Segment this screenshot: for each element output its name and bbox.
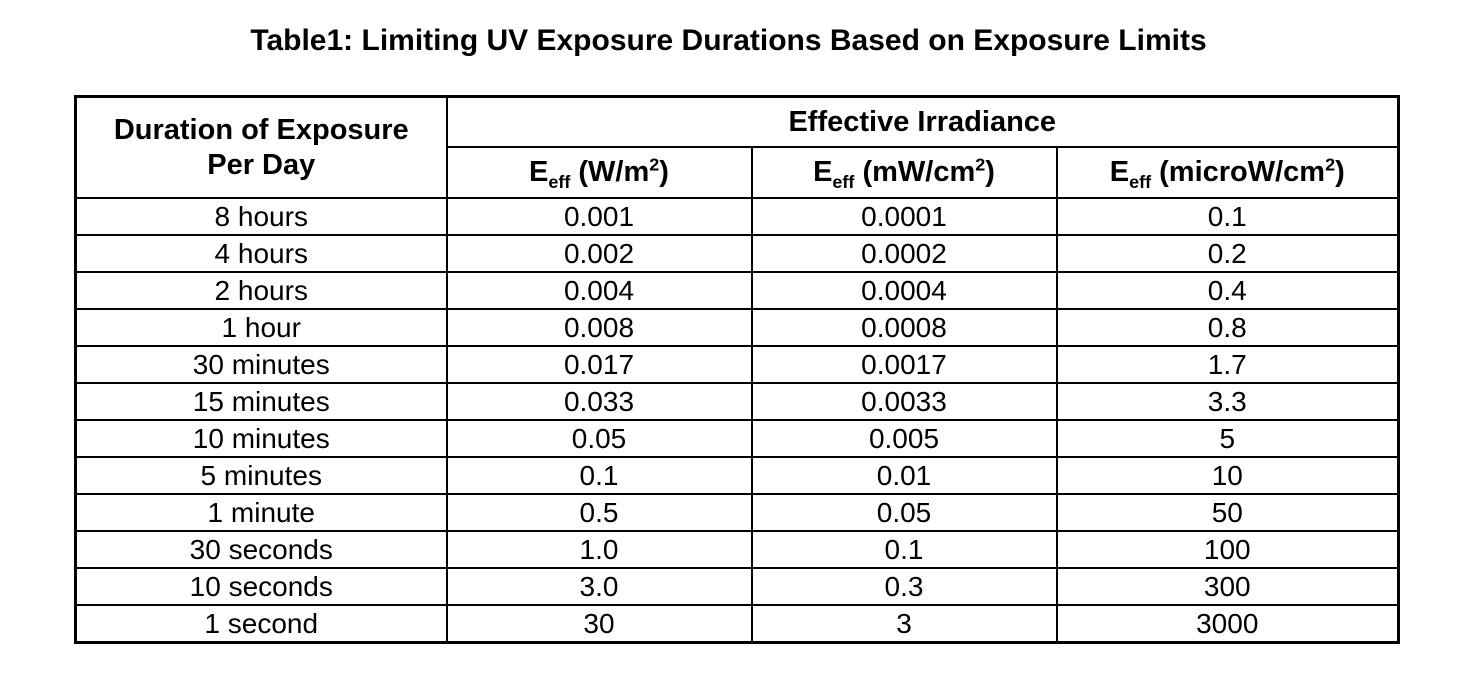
mw-cm2-cell: 0.0002 bbox=[750, 234, 1058, 273]
w-m2-cell: 0.002 bbox=[445, 234, 753, 273]
duration-header-line2: Per Day bbox=[207, 148, 316, 181]
w-m2-cell: 0.5 bbox=[445, 493, 753, 532]
w-m2-cell: 0.001 bbox=[445, 197, 753, 236]
table-row: 1 minute 0.5 0.05 50 bbox=[74, 493, 1400, 532]
table-row: 8 hours 0.001 0.0001 0.1 bbox=[74, 197, 1400, 236]
effective-irradiance-header-cell: Effective Irradiance bbox=[445, 95, 1400, 148]
duration-cell: 30 minutes bbox=[74, 345, 448, 384]
microw-cm2-cell: 0.1 bbox=[1055, 197, 1400, 236]
mw-cm2-cell: 0.1 bbox=[750, 530, 1058, 569]
page-title: Table1: Limiting UV Exposure Durations B… bbox=[250, 24, 1207, 57]
duration-cell: 10 minutes bbox=[74, 419, 448, 458]
table-row: 1 second 30 3 3000 bbox=[74, 604, 1400, 644]
table-row: 15 minutes 0.033 0.0033 3.3 bbox=[74, 382, 1400, 421]
table-header-row-2: Eeff (W/m2) Eeff (mW/cm2) Eeff (microW/c… bbox=[76, 146, 1400, 199]
duration-cell: 15 minutes bbox=[74, 382, 448, 421]
duration-cell: 4 hours bbox=[74, 234, 448, 273]
uv-exposure-limits-table: Duration of Exposure Per Day Effective I… bbox=[74, 95, 1401, 644]
duration-cell: 1 second bbox=[74, 604, 448, 644]
unit-header-microw-cm2: Eeff (microW/cm2) bbox=[1055, 146, 1400, 199]
mw-cm2-cell: 0.0001 bbox=[750, 197, 1058, 236]
duration-header-line1: Duration of Exposure bbox=[113, 113, 409, 146]
w-m2-cell: 0.004 bbox=[445, 271, 753, 310]
mw-cm2-cell: 0.0017 bbox=[750, 345, 1058, 384]
microw-cm2-cell: 0.2 bbox=[1055, 234, 1400, 273]
duration-cell: 1 hour bbox=[74, 308, 448, 347]
duration-cell: 5 minutes bbox=[74, 456, 448, 495]
mw-cm2-cell: 0.3 bbox=[750, 567, 1058, 606]
w-m2-cell: 3.0 bbox=[445, 567, 753, 606]
microw-cm2-cell: 3.3 bbox=[1055, 382, 1400, 421]
table-row: 30 seconds 1.0 0.1 100 bbox=[74, 530, 1400, 569]
table-row: 5 minutes 0.1 0.01 10 bbox=[74, 456, 1400, 495]
duration-cell: 2 hours bbox=[74, 271, 448, 310]
microw-cm2-cell: 1.7 bbox=[1055, 345, 1400, 384]
table-header-row-1: Duration of Exposure Per Day Effective I… bbox=[74, 95, 1400, 199]
w-m2-cell: 30 bbox=[445, 604, 753, 644]
microw-cm2-cell: 50 bbox=[1055, 493, 1400, 532]
duration-cell: 1 minute bbox=[74, 493, 448, 532]
w-m2-cell: 0.1 bbox=[445, 456, 753, 495]
microw-cm2-cell: 0.4 bbox=[1055, 271, 1400, 310]
mw-cm2-cell: 0.05 bbox=[750, 493, 1058, 532]
microw-cm2-cell: 10 bbox=[1055, 456, 1400, 495]
mw-cm2-cell: 0.0008 bbox=[750, 308, 1058, 347]
mw-cm2-cell: 0.01 bbox=[750, 456, 1058, 495]
unit-header-mw-cm2: Eeff (mW/cm2) bbox=[750, 146, 1058, 199]
duration-header-cell: Duration of Exposure Per Day bbox=[74, 95, 448, 199]
w-m2-cell: 1.0 bbox=[445, 530, 753, 569]
w-m2-cell: 0.033 bbox=[445, 382, 753, 421]
mw-cm2-cell: 3 bbox=[750, 604, 1058, 644]
microw-cm2-cell: 300 bbox=[1055, 567, 1400, 606]
microw-cm2-cell: 100 bbox=[1055, 530, 1400, 569]
table-row: 2 hours 0.004 0.0004 0.4 bbox=[74, 271, 1400, 310]
w-m2-cell: 0.008 bbox=[445, 308, 753, 347]
unit-header-w-m2: Eeff (W/m2) bbox=[445, 146, 753, 199]
duration-cell: 10 seconds bbox=[74, 567, 448, 606]
mw-cm2-cell: 0.0004 bbox=[750, 271, 1058, 310]
table-row: 10 seconds 3.0 0.3 300 bbox=[74, 567, 1400, 606]
table-row: 1 hour 0.008 0.0008 0.8 bbox=[74, 308, 1400, 347]
table-row: 30 minutes 0.017 0.0017 1.7 bbox=[74, 345, 1400, 384]
mw-cm2-cell: 0.005 bbox=[750, 419, 1058, 458]
table-row: 10 minutes 0.05 0.005 5 bbox=[74, 419, 1400, 458]
table-row: 4 hours 0.002 0.0002 0.2 bbox=[74, 234, 1400, 273]
microw-cm2-cell: 0.8 bbox=[1055, 308, 1400, 347]
w-m2-cell: 0.017 bbox=[445, 345, 753, 384]
w-m2-cell: 0.05 bbox=[445, 419, 753, 458]
mw-cm2-cell: 0.0033 bbox=[750, 382, 1058, 421]
microw-cm2-cell: 3000 bbox=[1055, 604, 1400, 644]
duration-cell: 30 seconds bbox=[74, 530, 448, 569]
microw-cm2-cell: 5 bbox=[1055, 419, 1400, 458]
effective-irradiance-label: Effective Irradiance bbox=[788, 105, 1057, 138]
duration-cell: 8 hours bbox=[74, 197, 448, 236]
